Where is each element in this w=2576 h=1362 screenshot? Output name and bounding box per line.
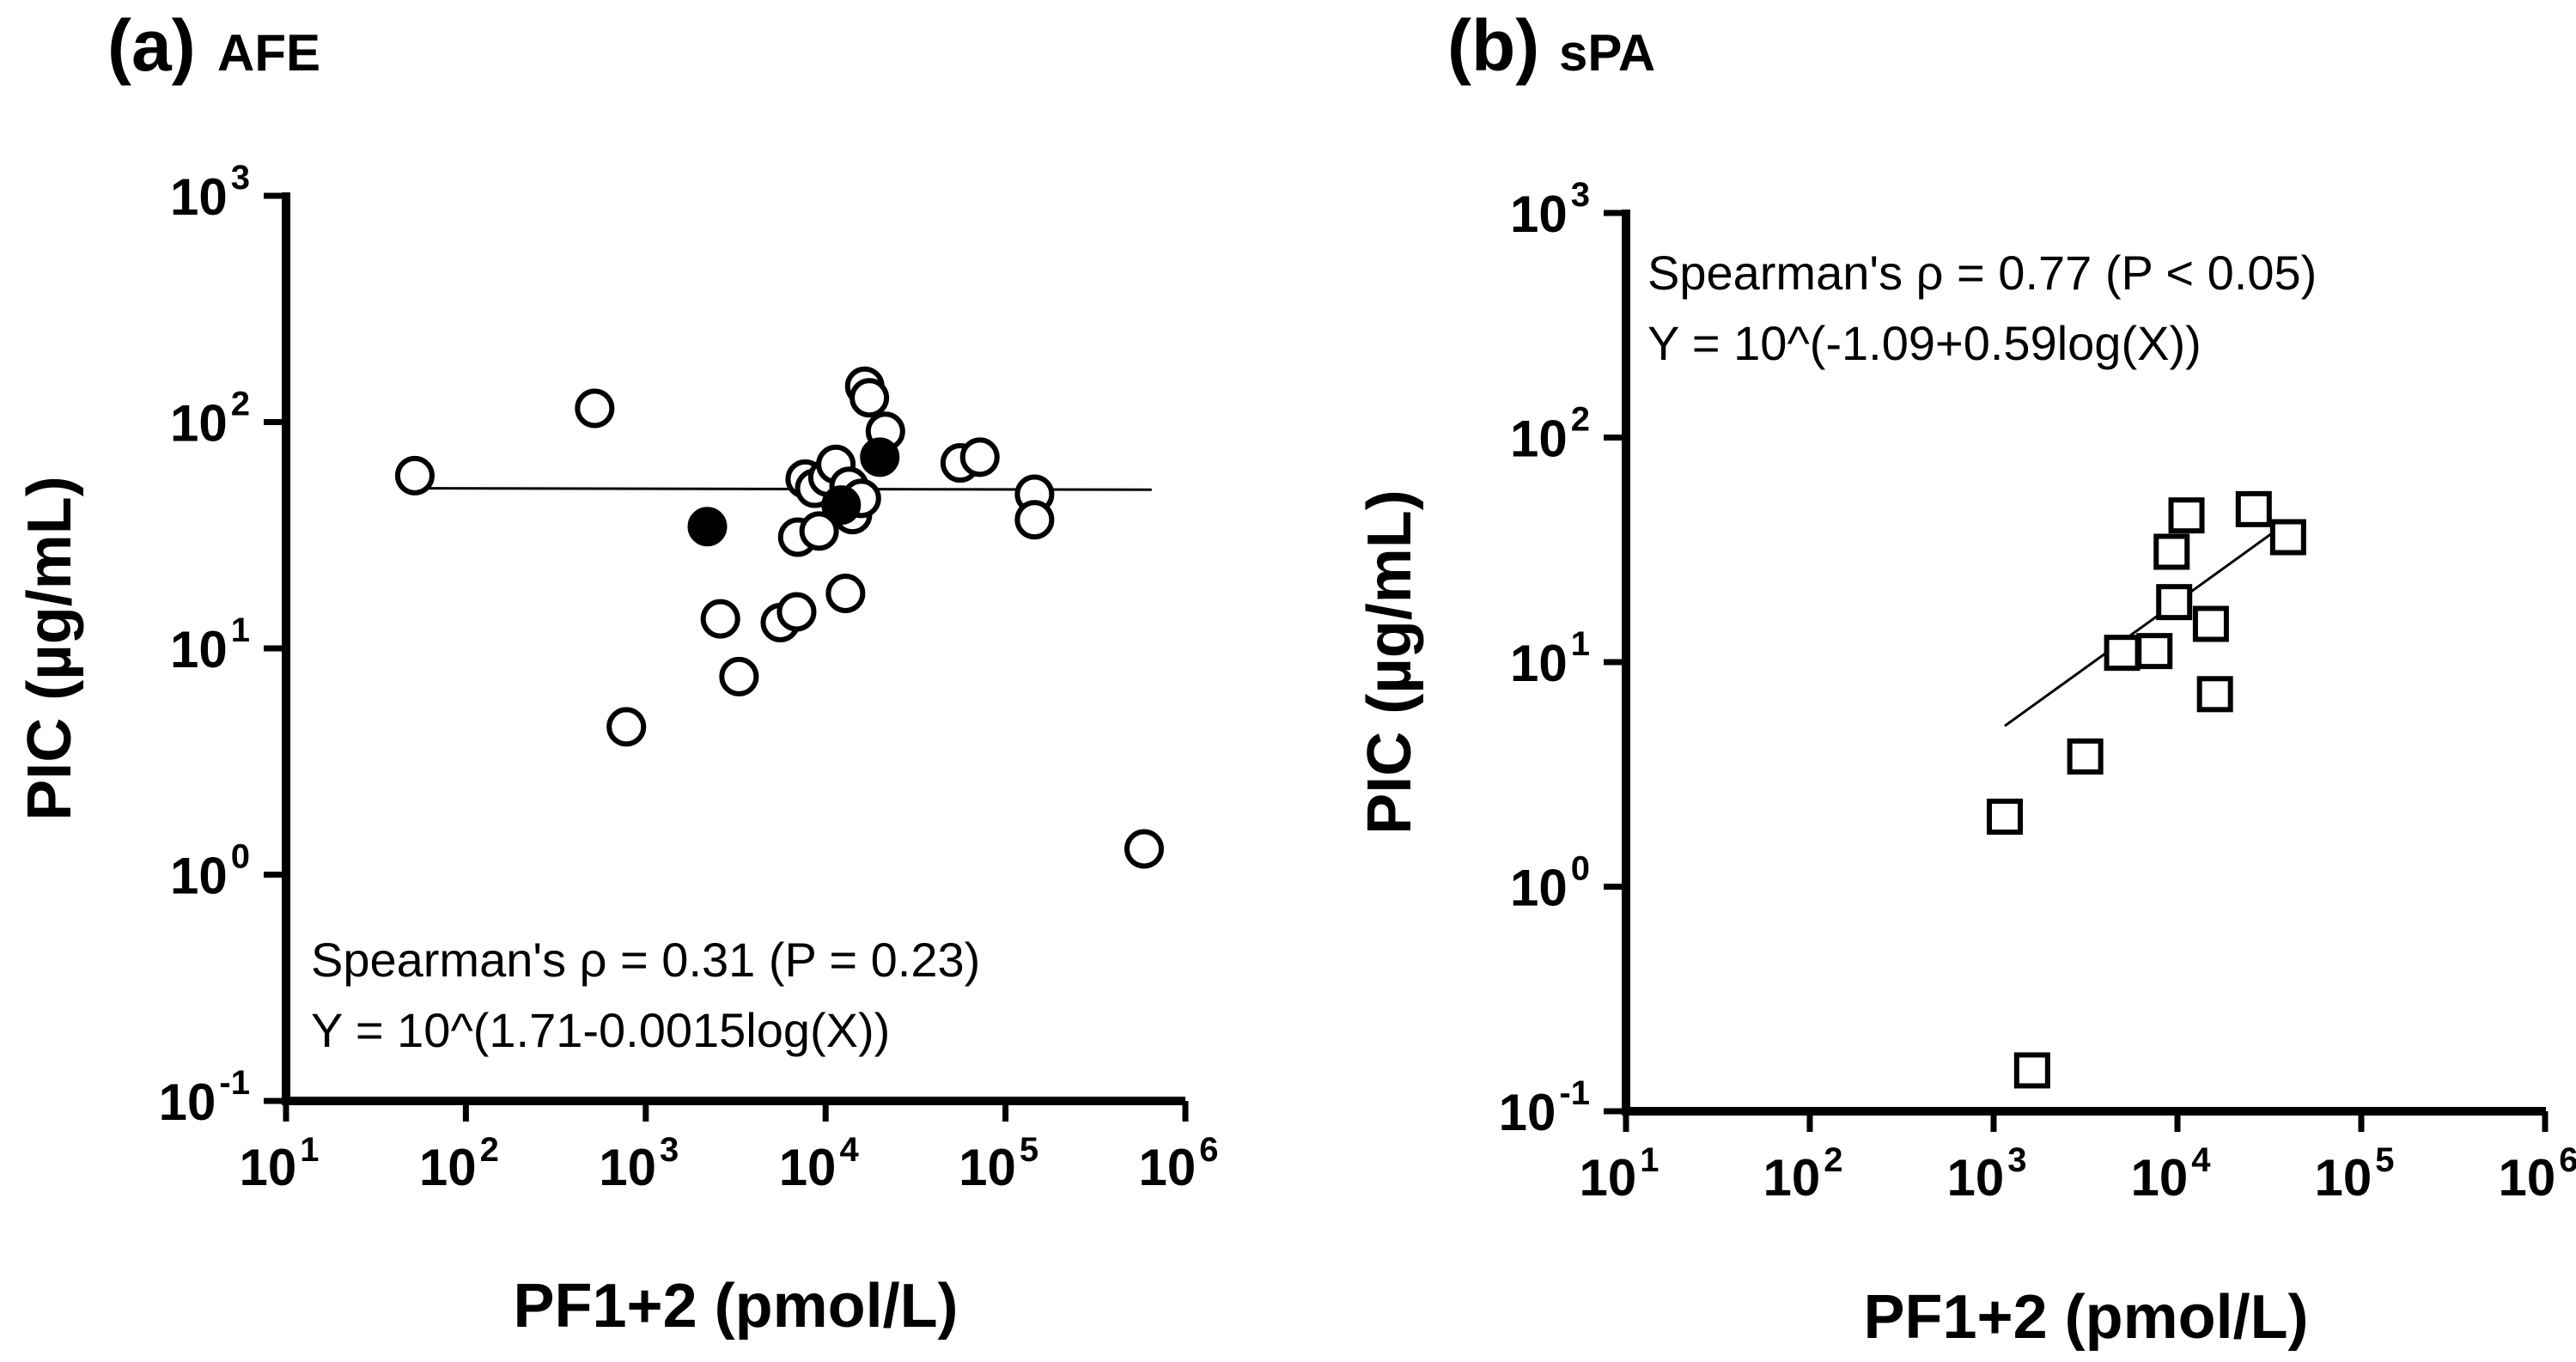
panel-a-name: AFE — [217, 24, 320, 82]
x-axis-title: PF1+2 (pmol/L) — [513, 1272, 958, 1341]
x-tick-label: 10 6 — [1139, 1131, 1219, 1196]
data-point-open — [394, 455, 435, 496]
x-tick-label: 10 1 — [240, 1131, 320, 1196]
y-tick-label: 10 -1 — [1499, 1074, 1590, 1141]
x-tick-label: 10 4 — [2131, 1141, 2212, 1207]
spearman-annotation: Spearman's ρ = 0.31 (P = 0.23) — [311, 933, 980, 987]
x-tick-label: 10 5 — [959, 1131, 1038, 1196]
data-point-open — [2235, 490, 2272, 527]
data-point-open — [2192, 605, 2229, 642]
data-point-filled — [860, 437, 900, 477]
data-point-open — [2156, 584, 2193, 621]
x-tick-label: 10 3 — [1947, 1141, 2027, 1207]
panel-b-name: sPA — [1559, 24, 1655, 82]
data-point-open — [2196, 676, 2233, 713]
x-tick-label: 10 6 — [2499, 1141, 2576, 1207]
data-point-open — [606, 707, 647, 747]
x-tick-label: 10 2 — [419, 1131, 499, 1196]
data-point-open — [2104, 635, 2141, 672]
data-point-open — [799, 511, 839, 551]
y-tick-label: 10 2 — [170, 386, 250, 453]
data-point-open — [2136, 633, 2173, 670]
equation-annotation: Y = 10^(-1.09+0.59log(X)) — [1647, 316, 2201, 370]
x-tick-label: 10 5 — [2315, 1141, 2395, 1207]
data-point-open — [2269, 519, 2306, 556]
data-point-open — [1986, 798, 2023, 835]
y-axis-title: PIC (µg/mL) — [1355, 489, 1424, 834]
panel-a-letter: (a) — [107, 5, 196, 86]
data-point-open — [2168, 497, 2205, 534]
y-tick-label: 10 0 — [170, 838, 250, 905]
data-point-filled — [687, 507, 728, 547]
y-tick-label: 10 1 — [1510, 625, 1590, 692]
data-point-open — [776, 592, 817, 632]
data-point-open — [1124, 829, 1165, 869]
x-tick-label: 10 3 — [599, 1131, 679, 1196]
y-tick-label: 10 3 — [170, 159, 250, 226]
panel-a: (a) AFE 10 1 10 2 10 3 10 4 10 5 10 6 10 -1 10 0 10 1 10 2 10 3… — [15, 5, 1219, 1341]
data-point-filled — [821, 485, 862, 526]
y-tick-label: 10 2 — [1510, 401, 1590, 468]
data-point-open — [1014, 500, 1055, 540]
data-point-open — [2153, 533, 2190, 570]
y-axis-title: PIC (µg/mL) — [15, 476, 84, 820]
y-tick-label: 10 -1 — [159, 1064, 250, 1131]
x-tick-label: 10 1 — [1580, 1141, 1659, 1207]
equation-annotation: Y = 10^(1.71-0.0015log(X)) — [311, 1003, 890, 1057]
data-point-open — [850, 378, 890, 418]
panel-b: (b) sPA 10 1 10 2 10 3 10 4 10 5 10 6 10 -1 10 0 10 1 10 2 10 3… — [1355, 5, 2576, 1352]
data-point-open — [2067, 738, 2104, 775]
data-point-open — [700, 599, 740, 639]
y-tick-label: 10 0 — [1510, 850, 1590, 917]
y-tick-label: 10 3 — [1510, 176, 1590, 243]
data-point-open — [719, 656, 759, 696]
x-tick-label: 10 2 — [1763, 1141, 1843, 1207]
y-tick-label: 10 1 — [170, 611, 250, 678]
spearman-annotation: Spearman's ρ = 0.77 (P < 0.05) — [1647, 246, 2317, 300]
data-point-open — [825, 573, 866, 613]
x-tick-label: 10 4 — [779, 1131, 860, 1196]
panel-b-letter: (b) — [1447, 5, 1539, 86]
x-axis-title: PF1+2 (pmol/L) — [1863, 1283, 2308, 1352]
regression-line — [2004, 520, 2289, 727]
data-point-open — [2013, 1052, 2050, 1089]
data-point-open — [575, 388, 615, 429]
data-point-open — [959, 437, 1000, 477]
